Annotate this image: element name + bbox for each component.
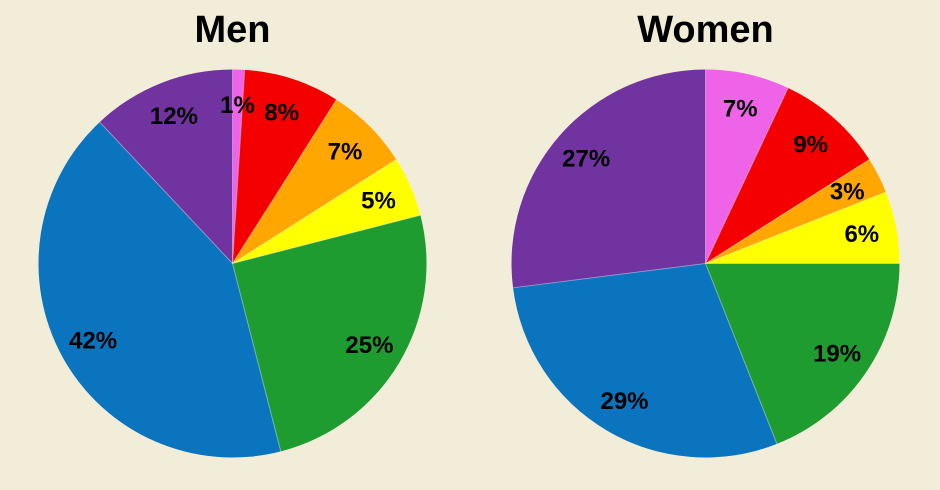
slice-label: 42% [69,328,117,355]
slice-separator [232,263,282,452]
pie-slice [232,99,397,264]
slice-label: 7% [328,138,363,165]
slice-label: 8% [264,100,299,127]
pie-slice [511,69,706,288]
slice-label: 7% [723,96,758,123]
slice-label: 19% [813,340,861,367]
slice-separator [232,69,246,264]
women-chart-title: Women [637,9,774,51]
pie-slice [705,263,900,444]
slice-separator [705,159,870,264]
slice-separator [99,121,233,264]
men-chart: Men 1% 8% 7% 5% 25% 42% 12% [38,0,427,490]
women-pie-chart: 7% 9%3% 6% 19% 29% 27% [511,69,900,458]
pie-slice [705,69,789,264]
pie-slice [232,159,421,264]
slice-separator [705,191,887,264]
pie-slice [232,215,427,452]
slice-separator [705,263,778,445]
slice-label: 29% [600,388,648,415]
slice-label: 1% [220,92,255,119]
pie-slice [705,192,900,264]
slice-label: 6% [844,221,879,248]
pie-slice [513,263,777,458]
slice-label: 25% [345,332,393,359]
pie-slice [705,159,886,264]
slice-separator [512,263,706,289]
slice-label: 3% [830,179,865,206]
pie-slice [38,122,281,458]
men-pie-chart: 1% 8% 7% 5% 25% 42% 12% [38,69,427,458]
pie-slice [705,87,870,264]
slice-label: 5% [361,188,396,215]
slice-label: 12% [150,103,198,130]
pie-slice [232,69,337,264]
slice-label: 9% [793,132,828,159]
slice-separator [232,214,421,264]
pie-slice [232,69,245,264]
pie-slice [99,69,233,264]
slice-separator [705,87,789,264]
slice-label: 27% [562,146,610,173]
women-chart: Women 7% 9% 3% 6% 19% 29% 27% [511,0,900,490]
slice-separator [232,159,397,264]
men-chart-title: Men [194,9,271,51]
slice-separator [232,99,337,264]
